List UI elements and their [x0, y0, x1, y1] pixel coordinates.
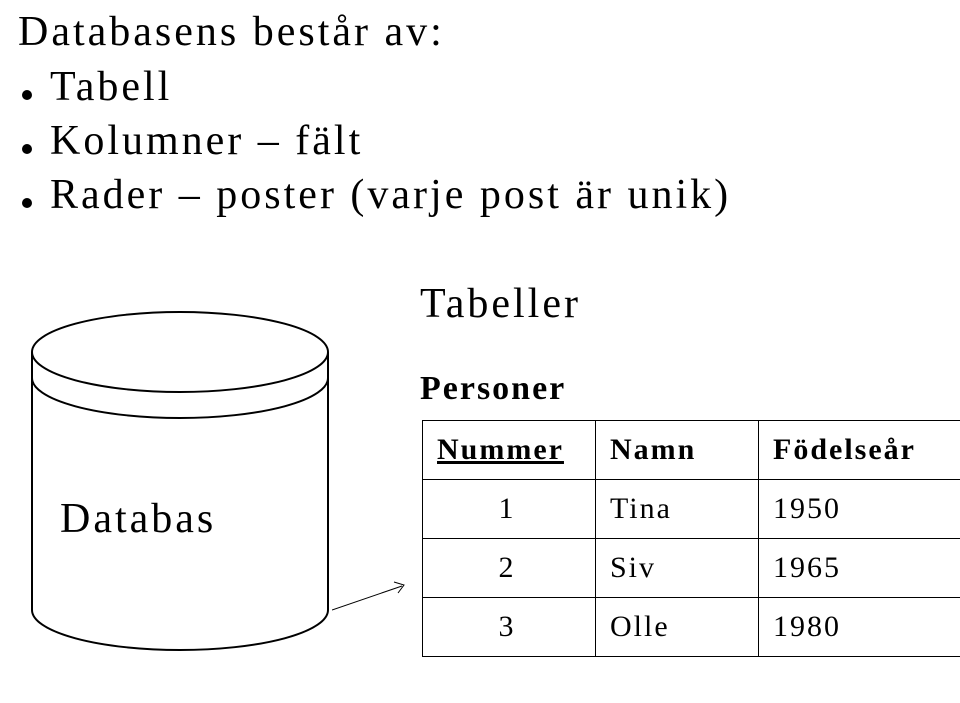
table-header-cell: Födelseår [759, 421, 960, 480]
table-row: 3 Olle 1980 [423, 598, 960, 657]
table-header-cell: Nummer [423, 421, 596, 480]
bullet-text: Kolumner – fält [50, 114, 363, 168]
table-cell: 1950 [759, 480, 960, 539]
table-header-cell: Namn [596, 421, 759, 480]
table-cell: Siv [596, 539, 759, 598]
arrow-icon [332, 580, 422, 620]
bullet-icon [22, 90, 32, 100]
table-caption: Personer [420, 370, 566, 408]
table-row: 2 Siv 1965 [423, 539, 960, 598]
bullet-text: Rader – poster (varje post är unik) [50, 168, 731, 222]
table-cell: 1965 [759, 539, 960, 598]
list-item: Kolumner – fält [22, 114, 731, 168]
database-cylinder-icon [30, 310, 330, 670]
table-header-row: Nummer Namn Födelseår [423, 421, 960, 480]
section-label: Tabeller [420, 280, 581, 328]
bullet-icon [22, 198, 32, 208]
list-item: Tabell [22, 60, 731, 114]
table-cell: 1 [423, 480, 596, 539]
table-cell: Olle [596, 598, 759, 657]
table-row: 1 Tina 1950 [423, 480, 960, 539]
page-title: Databasens består av: [18, 8, 445, 56]
bullet-list: Tabell Kolumner – fält Rader – poster (v… [22, 60, 731, 222]
database-label: Databas [60, 495, 216, 543]
bullet-icon [22, 144, 32, 154]
list-item: Rader – poster (varje post är unik) [22, 168, 731, 222]
table-cell: 3 [423, 598, 596, 657]
data-table: Nummer Namn Födelseår 1 Tina 1950 2 Siv … [422, 420, 960, 657]
table-cell: 2 [423, 539, 596, 598]
table-cell: 1980 [759, 598, 960, 657]
table-cell: Tina [596, 480, 759, 539]
bullet-text: Tabell [50, 60, 172, 114]
slide: Databasens består av: Tabell Kolumner – … [0, 0, 960, 703]
